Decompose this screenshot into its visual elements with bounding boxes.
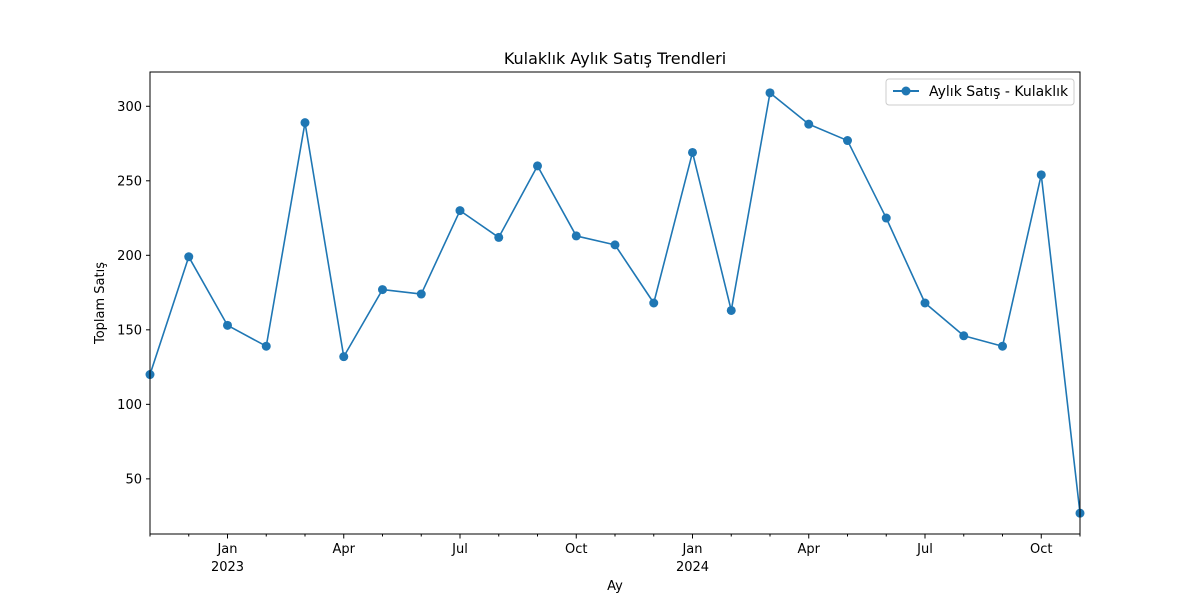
legend-label: Aylık Satış - Kulaklık [929,84,1069,100]
y-tick-label: 50 [125,472,142,487]
x-tick-label: Jul [916,542,933,557]
data-point [998,341,1007,351]
data-point [959,331,969,341]
y-tick-label: 100 [117,398,142,413]
x-tick-label: Jul [451,542,468,557]
data-point [843,136,852,146]
data-point [765,88,775,98]
data-point [416,289,426,299]
y-tick-label: 150 [117,323,142,338]
x-tick-label: Oct [1030,542,1052,557]
x-axis-label: Ay [607,579,623,594]
x-tick-label: Apr [333,542,356,557]
data-point [455,206,465,216]
data-point [688,147,697,157]
x-tick-label: Jan [681,542,702,557]
y-tick-label: 250 [117,174,142,189]
plot-frame [149,71,1081,535]
data-point [494,232,504,242]
chart-title: Kulaklık Aylık Satış Trendleri [504,49,726,68]
data-point [571,231,581,241]
x-tick-label: Apr [798,542,821,557]
series-layer [145,88,1085,518]
legend: Aylık Satış - Kulaklık [885,78,1075,106]
x-tick-label: Jan [216,542,237,557]
data-point [1036,170,1046,180]
legend-dot-marker [901,86,911,96]
y-axis-label: Toplam Satış [93,262,108,345]
data-point [339,352,349,362]
x-tick-year-label: 2024 [676,560,709,575]
x-tick-year-label: 2023 [211,560,244,575]
data-point [881,213,891,223]
data-point [804,119,814,129]
y-tick-label: 300 [117,100,142,115]
data-point [261,341,271,351]
data-point [920,298,930,308]
data-point [649,298,659,308]
y-axis-ticks: 50 100 150 200 250 300 [117,100,150,487]
plot-area [150,72,1080,534]
data-point [378,285,387,295]
data-point [223,320,232,330]
data-point [533,161,542,171]
legend-box [885,78,1075,106]
data-point [184,252,194,262]
data-point [726,305,736,315]
y-tick-label: 200 [117,249,142,264]
x-tick-label: Oct [565,542,587,557]
x-axis-ticks: Jan 2023 Apr Jul Oct Jan 2024 Apr Jul Oct [149,534,1081,575]
data-point [610,240,620,250]
data-point [300,118,310,128]
